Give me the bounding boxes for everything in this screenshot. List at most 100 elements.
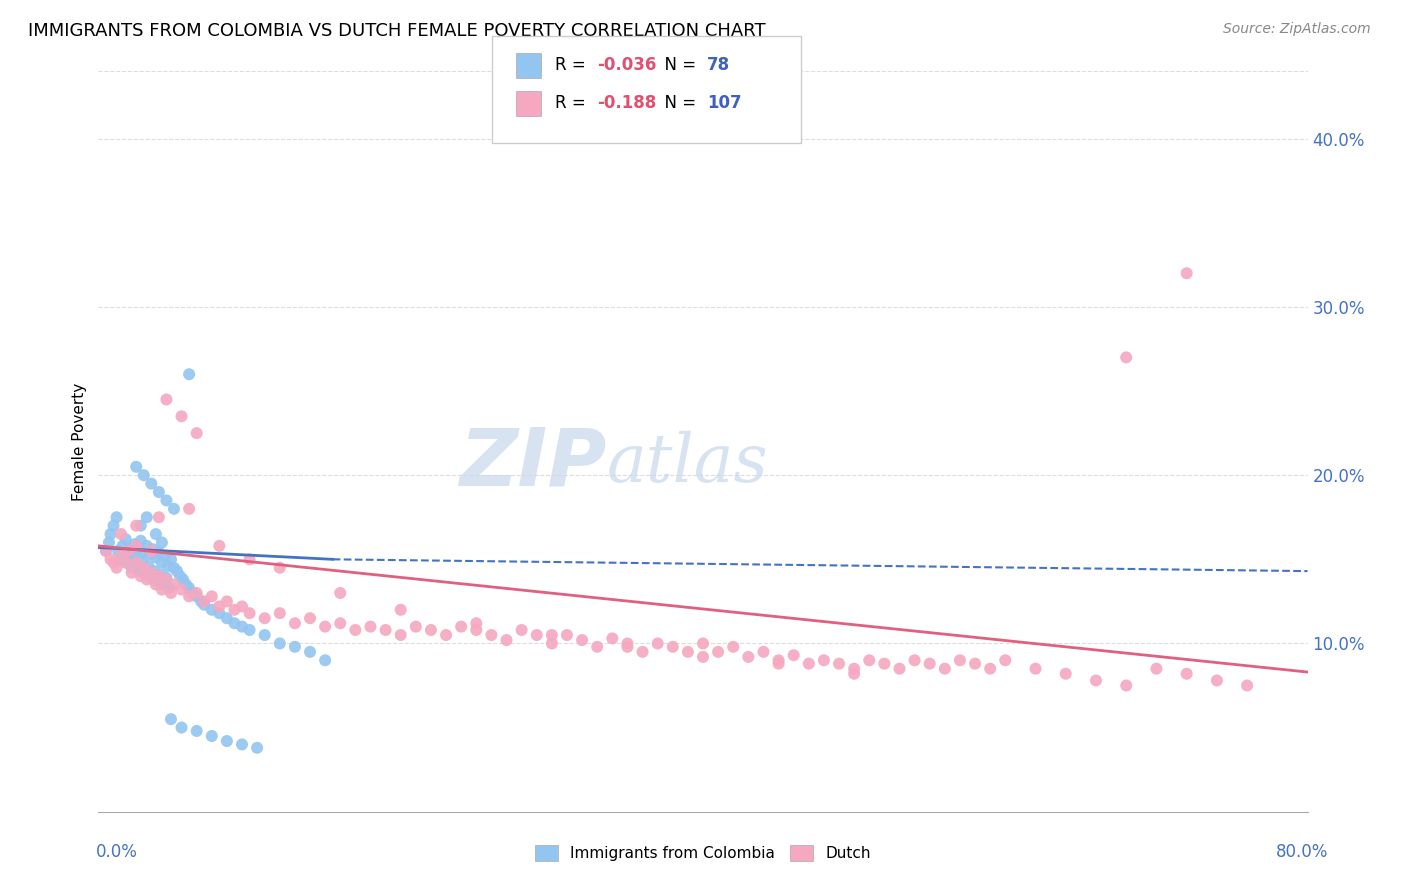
Text: 78: 78 [707,56,730,74]
Point [163,560,186,574]
Point [114,532,136,546]
Point [181,586,204,600]
Text: 107: 107 [707,95,742,112]
Point [1054,666,1077,681]
Point [1175,266,1198,280]
Point [141,544,163,558]
Point [752,645,775,659]
Point [1144,662,1167,676]
Point [201,590,224,604]
Point [100,527,122,541]
Point [166,564,188,578]
Point [215,734,238,748]
Point [208,539,231,553]
Point [1115,351,1137,365]
Text: -0.188: -0.188 [598,95,657,112]
Point [124,537,146,551]
Point [405,619,427,633]
Point [132,545,155,560]
Text: N =: N = [654,95,702,112]
Text: ZIP: ZIP [458,425,606,503]
Point [844,666,866,681]
Point [555,628,578,642]
Point [299,645,322,659]
Point [105,510,128,524]
Point [284,616,307,631]
Point [1206,673,1229,688]
Point [98,535,121,549]
Point [768,653,790,667]
Point [873,657,896,671]
Point [269,560,291,574]
Point [186,723,208,738]
Point [155,573,177,587]
Text: 80.0%: 80.0% [1277,843,1329,861]
Point [186,590,208,604]
Point [284,640,307,654]
Point [148,569,170,583]
Point [141,476,163,491]
Point [129,569,152,583]
Point [224,616,246,631]
Point [949,653,972,667]
Point [163,577,186,591]
Point [904,653,927,667]
Point [170,409,193,424]
Point [813,653,835,667]
Point [723,640,745,654]
Point [231,738,253,752]
Point [169,569,191,583]
Point [107,544,129,558]
Point [707,645,730,659]
Point [118,544,141,558]
Point [389,628,412,642]
Point [676,645,699,659]
Point [420,623,443,637]
Point [215,611,238,625]
Point [145,577,167,591]
Text: -0.036: -0.036 [598,56,657,74]
Point [540,628,562,642]
Point [797,657,820,671]
Point [828,657,851,671]
Point [434,628,457,642]
Point [110,549,132,563]
Point [121,566,143,580]
Text: IMMIGRANTS FROM COLOMBIA VS DUTCH FEMALE POVERTY CORRELATION CHART: IMMIGRANTS FROM COLOMBIA VS DUTCH FEMALE… [28,22,766,40]
Point [142,542,165,557]
Point [172,573,194,587]
Point [231,619,253,633]
Point [121,560,143,574]
Point [979,662,1001,676]
Point [253,611,276,625]
Point [186,426,208,441]
Point [179,590,201,604]
Point [269,636,291,650]
Point [783,648,806,663]
Point [465,623,488,637]
Point [186,586,208,600]
Point [844,662,866,676]
Point [120,541,142,555]
Point [616,640,638,654]
Point [586,640,609,654]
Point [136,559,159,574]
Point [100,552,122,566]
Point [103,556,125,570]
Point [132,468,155,483]
Point [127,542,149,557]
Point [239,623,262,637]
Point [314,653,336,667]
Point [155,392,177,407]
Text: R =: R = [555,95,592,112]
Point [329,586,352,600]
Point [201,729,224,743]
Point [148,510,170,524]
Point [179,501,201,516]
Point [215,594,238,608]
Point [360,619,382,633]
Point [110,527,132,541]
Point [450,619,472,633]
Point [193,594,215,608]
Point [170,721,193,735]
